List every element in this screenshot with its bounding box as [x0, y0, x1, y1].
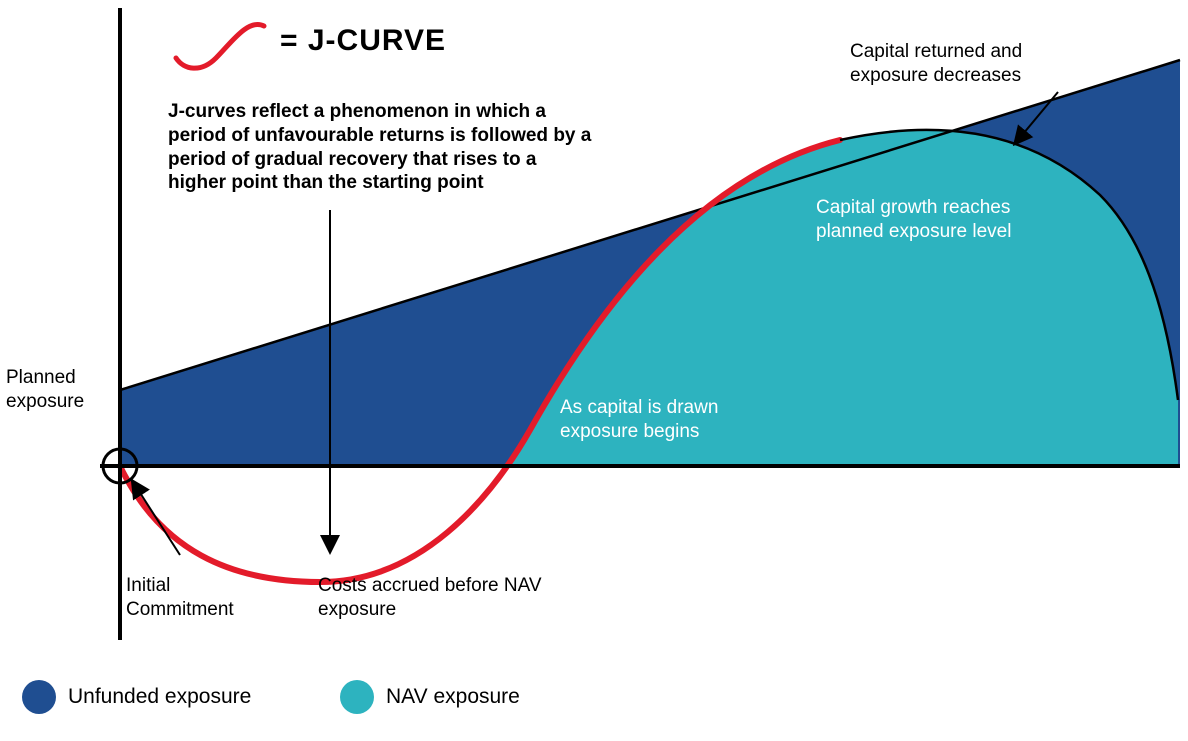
legend-dot-unfunded [22, 680, 56, 714]
capital-returned-label: Capital returned and exposure decreases [850, 40, 1080, 88]
jcurve-description: J-curves reflect a phenomenon in which a… [168, 100, 598, 195]
costs-accrued-label: Costs accrued before NAV exposure [318, 574, 548, 622]
initial-commitment-label: Initial Commitment [126, 574, 276, 622]
initial-commitment-arrow [135, 485, 180, 555]
legend-dot-nav [340, 680, 374, 714]
legend-unfunded: Unfunded exposure [22, 680, 251, 714]
chart-title-row: = J-CURVE [280, 24, 446, 58]
capital-growth-label: Capital growth reaches planned exposure … [816, 196, 1016, 244]
jcurve-glyph-icon [176, 24, 264, 68]
as-capital-drawn-label: As capital is drawn exposure begins [560, 396, 780, 444]
legend-nav: NAV exposure [340, 680, 520, 714]
legend-label-nav: NAV exposure [386, 685, 520, 709]
chart-title: = J-CURVE [280, 24, 446, 58]
planned-exposure-label: Planned exposure [6, 366, 106, 414]
legend-label-unfunded: Unfunded exposure [68, 685, 251, 709]
